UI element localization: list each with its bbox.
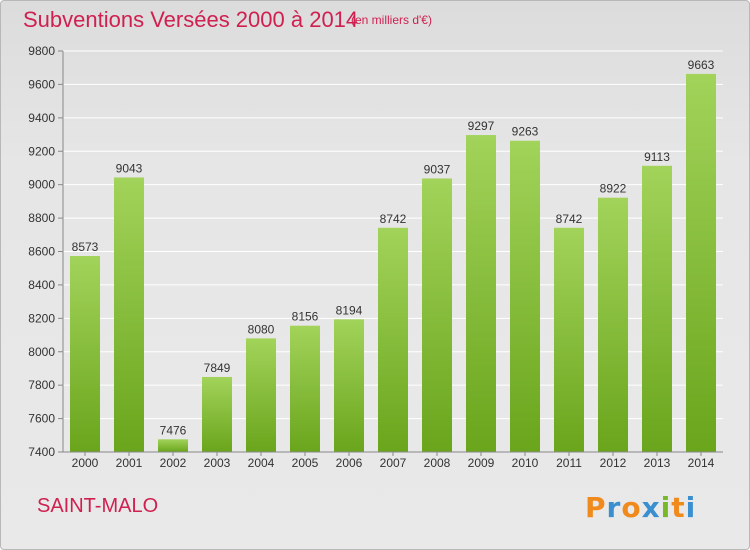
bar-value-label: 9263 (512, 125, 539, 139)
y-tick-label: 9800 (28, 44, 55, 58)
bar-value-label: 9663 (688, 58, 715, 72)
chart-subtitle: (en milliers d'€) (351, 13, 432, 27)
x-tick-label: 2000 (72, 456, 99, 470)
y-tick-label: 7800 (28, 378, 55, 392)
bar (246, 338, 276, 452)
bar-value-label: 8156 (292, 310, 319, 324)
y-tick-label: 8600 (28, 245, 55, 259)
brand-letter: i (660, 491, 672, 524)
bar (466, 135, 496, 453)
bar (378, 227, 408, 452)
y-tick-label: 8400 (28, 278, 55, 292)
brand-logo: Proxiti (585, 491, 696, 524)
bar-value-label: 7849 (204, 361, 231, 375)
x-tick-label: 2006 (336, 456, 363, 470)
bar-value-label: 9113 (644, 150, 670, 164)
y-tick-label: 7400 (28, 445, 55, 459)
x-tick-label: 2010 (512, 456, 539, 470)
bar (510, 140, 540, 452)
bar (70, 256, 100, 452)
x-tick-label: 2014 (688, 456, 715, 470)
brand-letter: o (621, 491, 642, 524)
x-tick-label: 2004 (248, 456, 275, 470)
bar-value-label: 8080 (248, 322, 275, 336)
bar (642, 165, 672, 452)
y-tick-label: 9200 (28, 144, 55, 158)
brand-letter: x (641, 491, 661, 524)
x-tick-label: 2002 (160, 456, 187, 470)
x-tick-label: 2009 (468, 456, 495, 470)
bars: 8573 9043 7476 7849 8080 8156 8194 8742 9037 9297… (70, 58, 716, 453)
y-tick-label: 9400 (28, 111, 55, 125)
bar (554, 227, 584, 452)
bar-value-label: 9037 (424, 162, 451, 176)
y-tick-label: 7600 (28, 412, 55, 426)
bar-value-label: 9297 (468, 119, 495, 133)
bar (290, 325, 320, 452)
bar (686, 73, 716, 453)
bar (114, 177, 144, 452)
bar (202, 376, 232, 452)
y-tick-label: 9600 (28, 77, 55, 91)
x-tick-label: 2007 (380, 456, 407, 470)
city-name: SAINT-MALO (37, 495, 159, 517)
x-tick-label: 2008 (424, 456, 451, 470)
y-tick-label: 9000 (28, 178, 55, 192)
y-axis: 7400 7600 7800 8000 8200 8400 8600 8800 9000 9200… (28, 44, 64, 459)
x-tick-label: 2013 (644, 456, 671, 470)
bar (158, 439, 188, 452)
bar-value-label: 9043 (116, 161, 143, 175)
brand-letter: t (671, 491, 686, 524)
brand-letter: P (585, 491, 607, 524)
brand-letter: i (685, 491, 697, 524)
y-tick-label: 8200 (28, 311, 55, 325)
bar-value-label: 8922 (600, 182, 627, 196)
bar (598, 197, 628, 452)
x-tick-label: 2012 (600, 456, 627, 470)
bar-value-label: 8742 (556, 212, 583, 226)
bar-value-label: 8742 (380, 212, 407, 226)
bar (334, 319, 364, 452)
x-axis: 2000 2001 2002 2003 2004 2005 2006 2007 2008 2009… (63, 451, 723, 470)
x-tick-label: 2011 (556, 456, 582, 470)
chart-title: Subventions Versées 2000 à 2014 (23, 7, 359, 32)
bar-value-label: 8573 (72, 240, 99, 254)
x-tick-label: 2005 (292, 456, 319, 470)
x-tick-label: 2001 (116, 456, 143, 470)
brand-letter: r (606, 491, 622, 524)
x-tick-label: 2003 (204, 456, 231, 470)
bar-value-label: 8194 (336, 303, 363, 317)
y-tick-label: 8800 (28, 211, 55, 225)
y-tick-label: 8000 (28, 345, 55, 359)
bar (422, 178, 452, 452)
bar-value-label: 7476 (160, 423, 187, 437)
